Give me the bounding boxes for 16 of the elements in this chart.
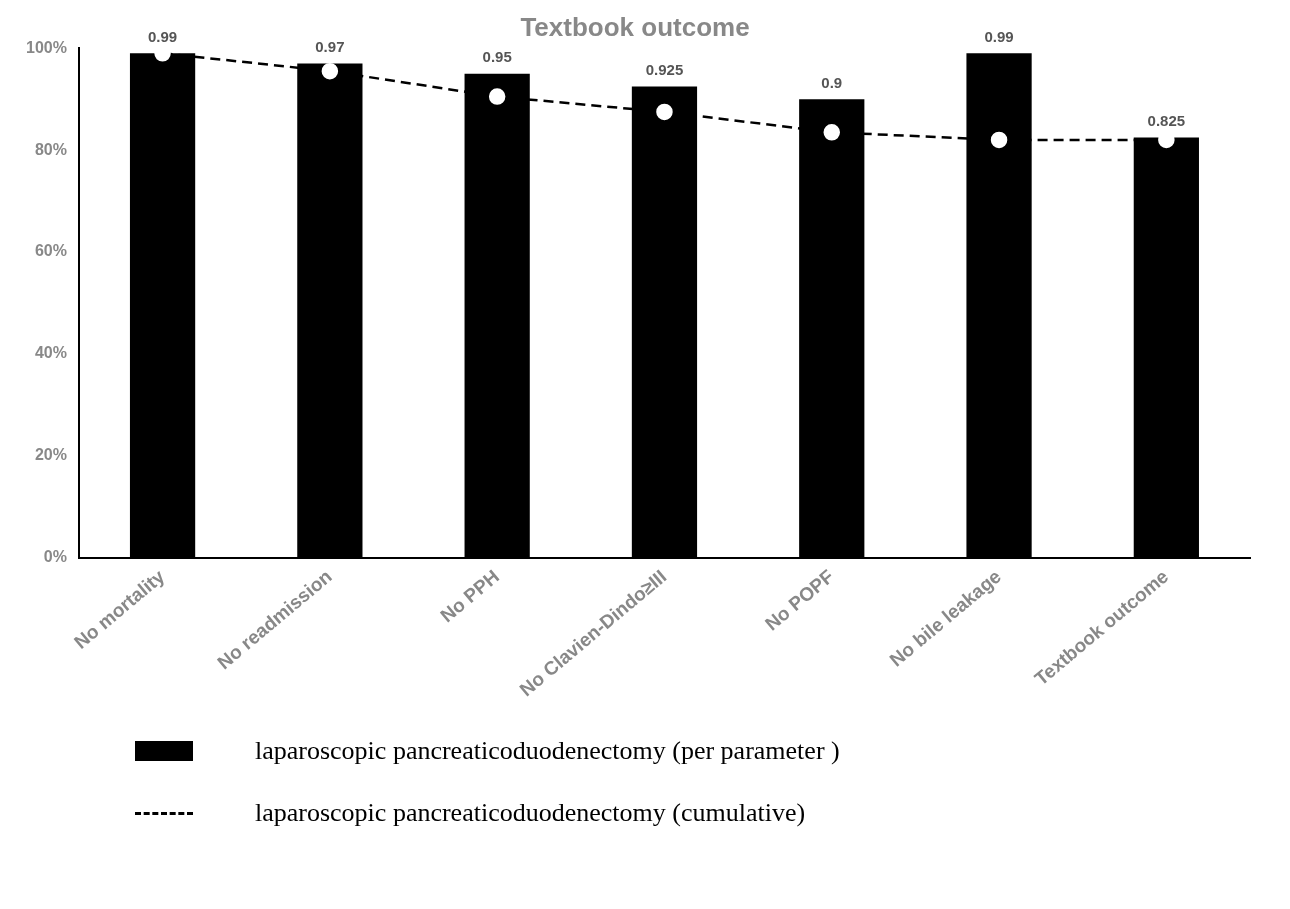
y-tick-label: 80%	[34, 140, 67, 158]
data-label: 0.99	[984, 27, 1014, 45]
chart-title: Textbook outcome	[520, 11, 750, 42]
y-tick-label: 60%	[34, 242, 67, 260]
data-label: 0.97	[315, 38, 345, 56]
legend-label: laparoscopic pancreaticoduodenectomy (per parameter )	[255, 736, 840, 766]
y-tick-label: 100%	[26, 38, 67, 56]
data-label: 0.99	[147, 27, 178, 45]
y-tick-label: 20%	[34, 446, 67, 464]
legend-label: laparoscopic pancreaticoduodenectomy (cumulative)	[255, 798, 806, 828]
data-label: 0.9	[821, 73, 843, 91]
data-label: 0.825	[1147, 112, 1186, 130]
y-tick-label: 0%	[43, 548, 67, 566]
data-label: 0.925	[645, 61, 684, 79]
y-tick-label: 40%	[34, 344, 67, 362]
data-label: 0.95	[482, 48, 512, 66]
